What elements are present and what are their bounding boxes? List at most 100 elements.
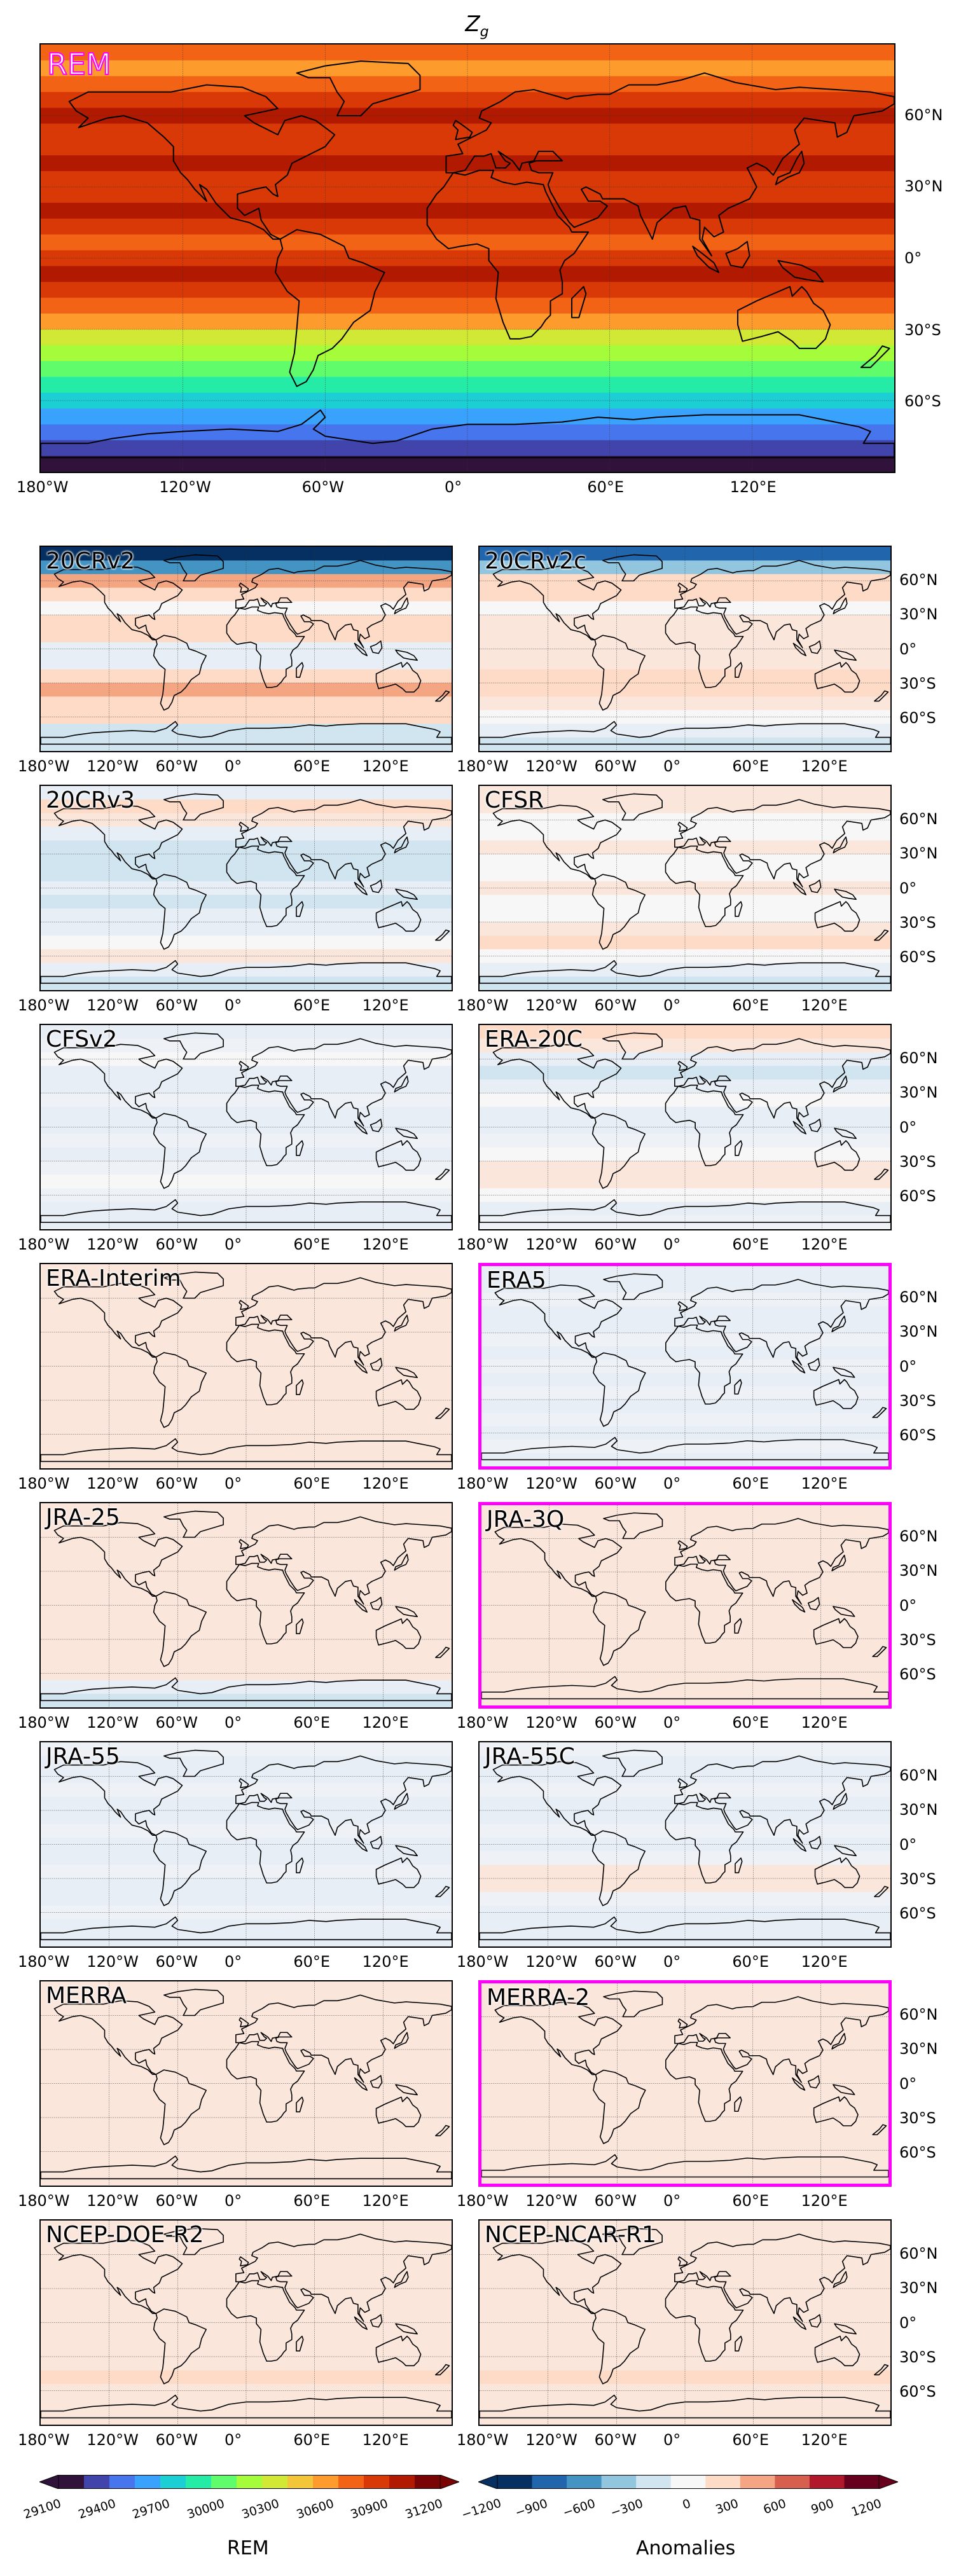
contour-band	[41, 1612, 452, 1627]
contour-band	[480, 1742, 890, 1757]
coastline-eurasia	[675, 2234, 890, 2321]
coastline-antarctica	[41, 1200, 452, 1223]
coastline-north-america	[55, 805, 183, 879]
map-canvas	[481, 1983, 888, 2184]
contour-band	[41, 440, 894, 458]
map-panel-ncep-ncar-r1: NCEP-NCAR-R1	[478, 2219, 892, 2426]
contour-band	[481, 2104, 888, 2118]
contour-band	[41, 1837, 452, 1852]
coastline-south-america	[593, 635, 646, 710]
panel-label-rem: REM	[46, 46, 112, 82]
coastline-uk	[678, 2019, 687, 2028]
coastline-africa	[665, 1085, 743, 1166]
map-y-tick: 60°N	[899, 810, 938, 829]
map-x-tick: 0°	[225, 1475, 242, 1492]
map-panel-20crv2: 20CRv2	[39, 546, 453, 752]
coastline-south-america	[593, 2070, 646, 2144]
coastline-japan	[394, 1315, 408, 1331]
map-x-tick: 60°E	[293, 757, 331, 775]
contour-band	[481, 1386, 888, 1400]
coastline-borneo	[371, 641, 382, 654]
colorbar-extend-low	[477, 2474, 498, 2490]
coastline-japan	[833, 2271, 847, 2287]
map-x-tick: 120°W	[525, 1953, 577, 1971]
coastline-north-america	[494, 2240, 621, 2313]
contour-band	[481, 2023, 888, 2037]
contour-band	[41, 456, 894, 472]
coastline-sumatra	[793, 1839, 806, 1852]
coastline-sumatra	[793, 1122, 806, 1134]
coastline-new-guinea	[834, 2324, 856, 2334]
coastline-borneo	[808, 1358, 820, 1370]
coastline-australia	[814, 1380, 858, 1409]
map-x-tick: 0°	[663, 2431, 681, 2449]
map-x-tick: 60°W	[155, 757, 198, 775]
coastline-africa	[226, 846, 304, 927]
contour-band	[41, 867, 452, 882]
rem-colorbar-label: REM	[227, 2537, 269, 2559]
coastline-north-america	[55, 1522, 183, 1596]
contour-band	[41, 547, 452, 561]
anomaly-colorbar-tick: 0	[681, 2497, 693, 2512]
map-panel-ncep-doe-r2: NCEP-DOE-R2	[39, 2219, 453, 2426]
contour-band	[481, 1346, 888, 1360]
contour-band	[41, 1625, 452, 1640]
map-y-tick: 60°S	[899, 708, 936, 727]
coastline-antarctica	[41, 2156, 452, 2179]
map-panel-cfsr: CFSR	[478, 785, 892, 991]
coastline-eurasia	[236, 560, 452, 647]
rem-colorbar	[38, 2474, 460, 2490]
contour-band	[480, 669, 890, 684]
map-x-tick: 120°E	[362, 1953, 409, 1971]
coastline-japan	[832, 1316, 845, 1332]
coastline-antarctica	[41, 722, 452, 745]
map-x-tick: 120°W	[86, 1953, 139, 1971]
coastline-africa	[226, 1564, 304, 1644]
coastline-new-guinea	[396, 1128, 417, 1138]
coastline-new-guinea	[833, 1367, 855, 1377]
contour-band	[481, 2157, 888, 2171]
coastline-japan	[394, 1554, 408, 1570]
rem-x-tick: 120°E	[729, 478, 777, 496]
coastline-new-zealand	[874, 2364, 888, 2374]
contour-band	[41, 1134, 452, 1148]
coastline-antarctica	[481, 1677, 888, 1699]
map-x-tick: 60°E	[732, 996, 770, 1014]
coastline-borneo	[371, 1119, 382, 1132]
coastline-greenland	[603, 794, 662, 820]
coastline-new-guinea	[396, 2324, 417, 2334]
coastline-africa	[666, 1564, 743, 1643]
coastline-sumatra	[792, 2078, 805, 2090]
map-y-tick: 0°	[899, 1357, 917, 1375]
coastline-new-zealand	[874, 1886, 888, 1896]
contour-band	[41, 2221, 452, 2235]
map-x-tick: 60°W	[594, 1714, 637, 1732]
coastline-north-america	[495, 1524, 621, 1597]
map-x-tick: 60°W	[155, 2192, 198, 2210]
coastline-new-guinea	[396, 1606, 417, 1616]
coastline-greenland	[604, 1274, 662, 1299]
coastline-eurasia	[675, 799, 890, 886]
map-x-tick: 180°W	[18, 1714, 70, 1732]
map-x-tick: 120°W	[525, 1236, 577, 1253]
contour-band	[481, 1585, 888, 1599]
coastline-south-america	[154, 2309, 207, 2384]
coastline-africa	[665, 1803, 743, 1884]
map-x-tick: 180°W	[457, 1475, 509, 1492]
map-x-tick: 60°E	[293, 1475, 331, 1492]
coastline-antarctica	[480, 722, 890, 745]
coastline-africa	[666, 1325, 743, 1404]
colorbar-extend-low	[38, 2474, 59, 2490]
coastline-antarctica	[41, 1917, 452, 1940]
coastline-borneo	[371, 1358, 382, 1371]
colorbar-segment	[670, 2475, 706, 2489]
contour-band	[480, 867, 890, 882]
map-y-tick: 0°	[899, 640, 917, 658]
map-x-tick: 0°	[225, 2431, 242, 2449]
map-x-tick: 180°W	[457, 2192, 509, 2210]
coastline-uk	[678, 822, 687, 831]
contour-band	[481, 1505, 888, 1519]
coastline-sumatra	[693, 246, 719, 272]
coastline-africa	[665, 2281, 743, 2362]
coastline-antarctica	[41, 410, 894, 458]
